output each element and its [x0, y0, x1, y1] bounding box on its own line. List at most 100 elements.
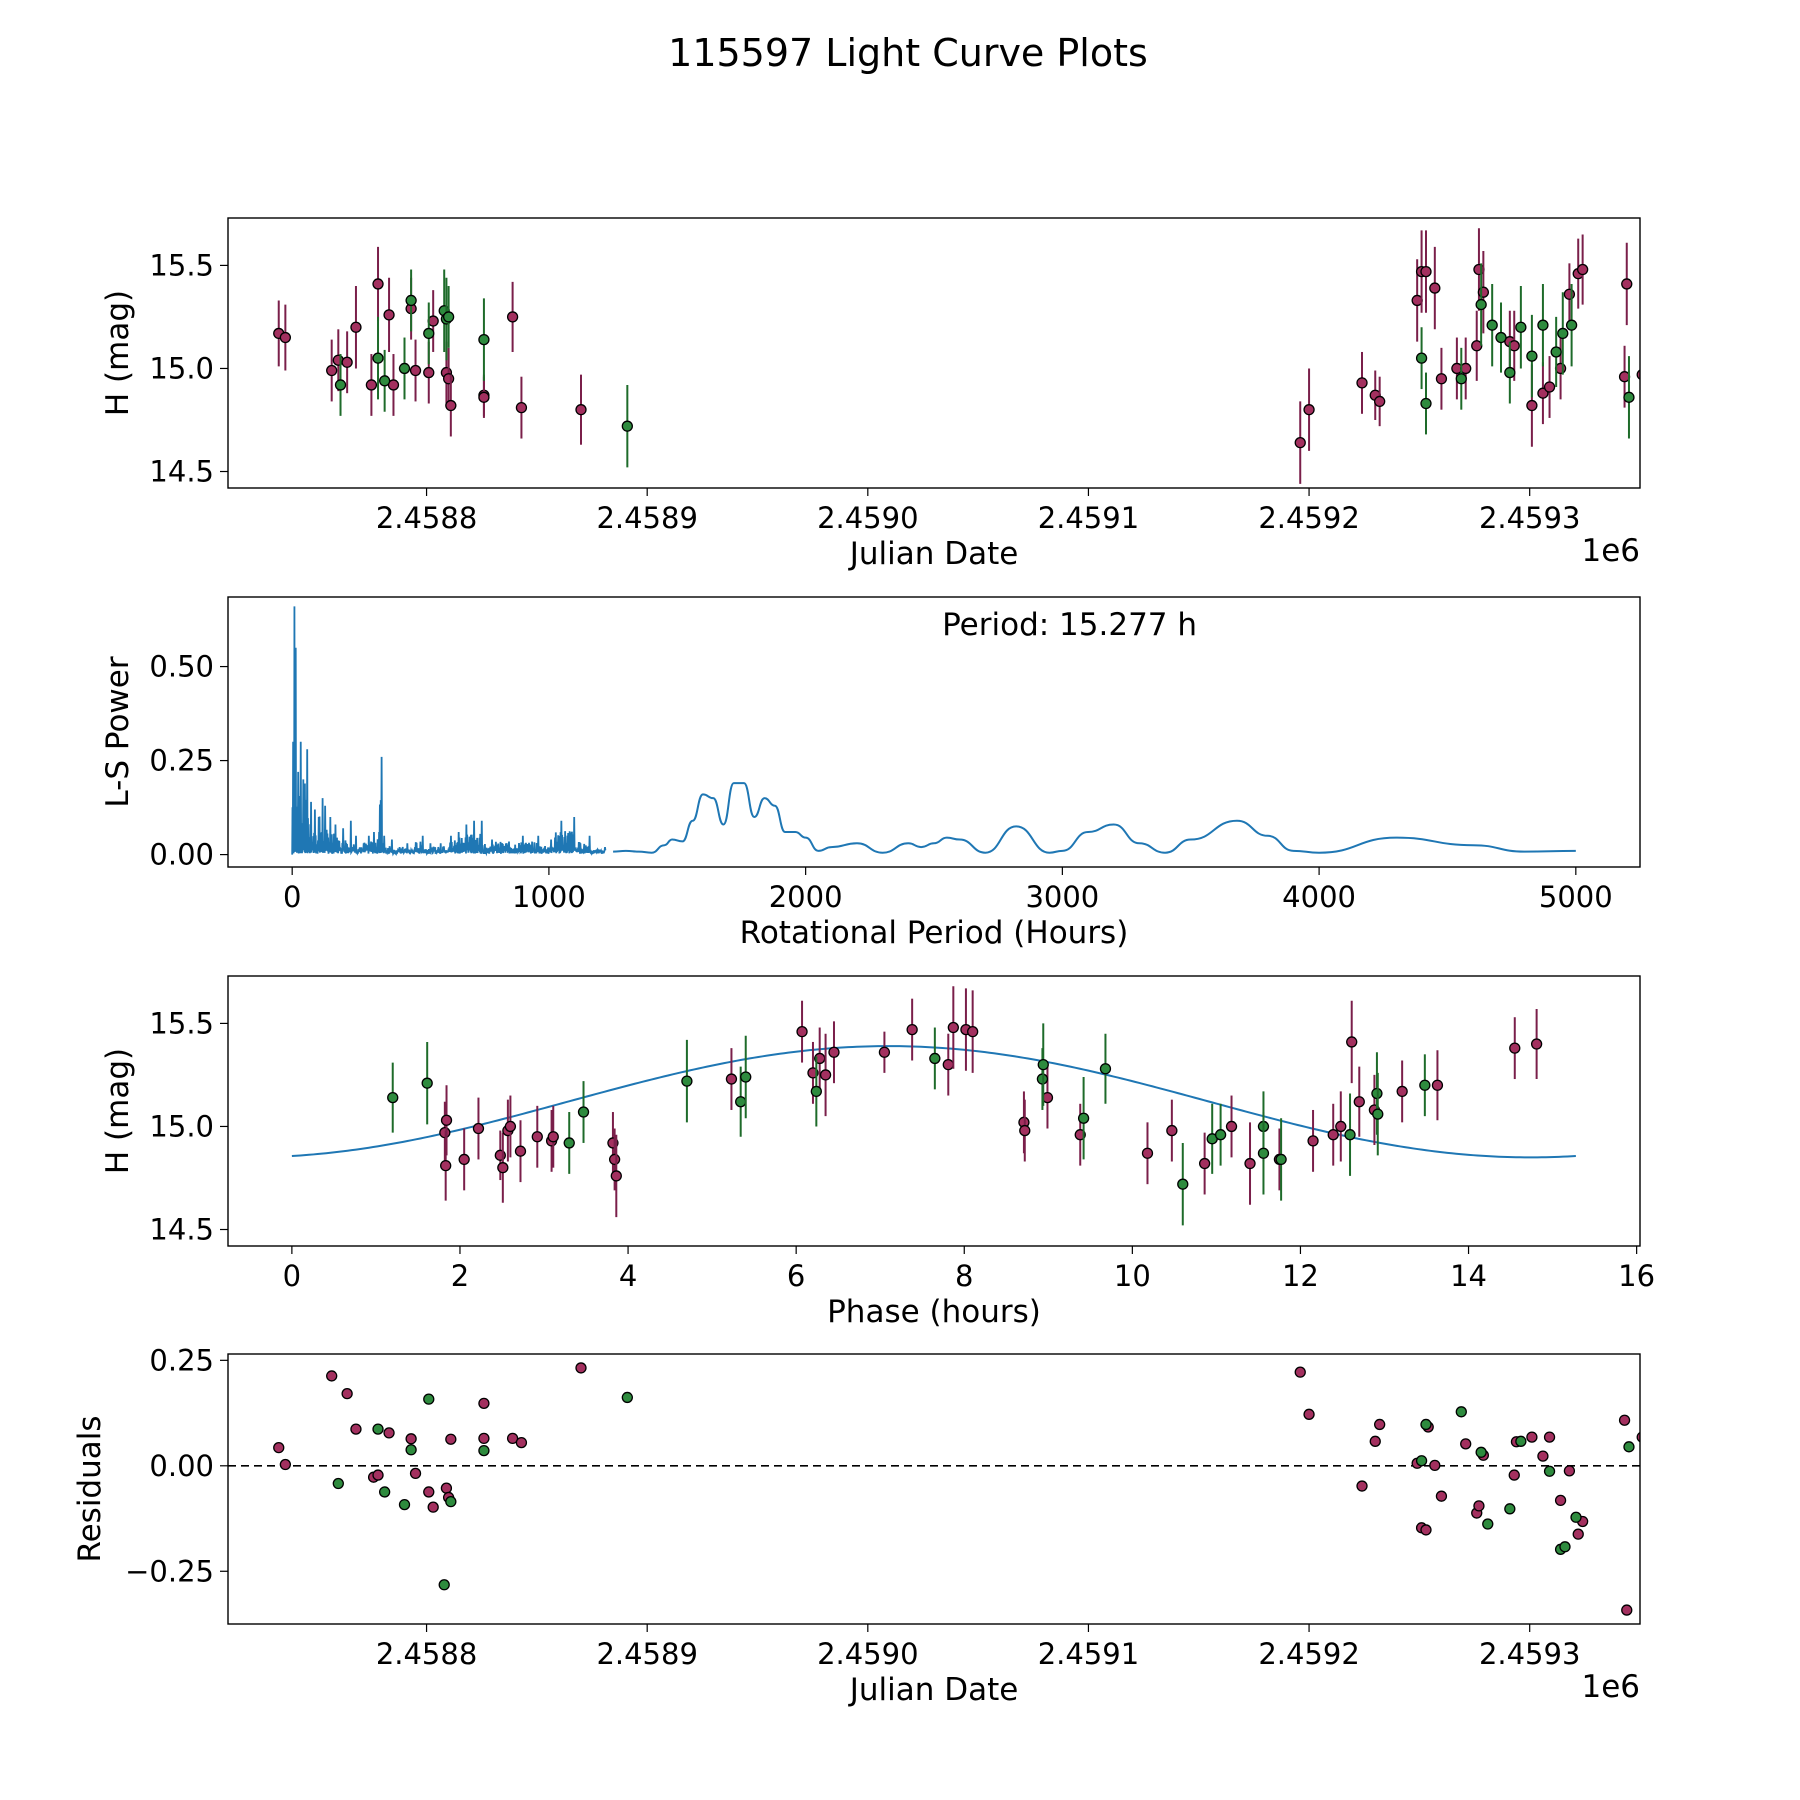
residual-point-red	[1537, 1450, 1549, 1462]
residual-point-red	[273, 1442, 285, 1454]
y-tick-label: 15.0	[149, 1109, 214, 1143]
data-point-green	[577, 1106, 590, 1118]
data-point-green	[929, 1052, 941, 1065]
residual-point-red	[383, 1427, 395, 1439]
residual-point-green	[378, 1486, 391, 1498]
y-tick-label: 14.5	[149, 1213, 214, 1247]
data-point-red	[1526, 399, 1538, 412]
residual-point-red	[1435, 1490, 1448, 1502]
data-point-green	[387, 1091, 399, 1104]
data-point-green	[1455, 373, 1467, 385]
x-tick-label: 6	[787, 1259, 805, 1293]
residual-point-green	[423, 1393, 435, 1405]
residual-point-red	[478, 1397, 490, 1410]
data-point-red	[967, 1025, 979, 1038]
x-tick-label: 2.4589	[596, 501, 697, 535]
data-point-red	[575, 404, 587, 416]
data-point-red	[725, 1073, 738, 1085]
periodogram-smooth	[613, 782, 1576, 854]
data-point-red	[1294, 437, 1306, 449]
lightcurve-frame	[227, 217, 1641, 489]
residual-point-green	[332, 1477, 344, 1490]
residual-point-red	[341, 1388, 353, 1400]
residual-point-green	[1455, 1406, 1467, 1418]
data-point-green	[681, 1075, 693, 1087]
residual-point-green	[1482, 1518, 1494, 1530]
data-point-green	[1372, 1108, 1384, 1120]
x-tick-label: 2.4589	[596, 1637, 697, 1671]
residual-point-red	[1303, 1408, 1315, 1420]
x-tick-label: 2.4591	[1038, 501, 1139, 535]
residual-point-red	[1636, 1431, 1640, 1443]
data-point-green	[1419, 1079, 1431, 1091]
data-point-red	[279, 331, 292, 344]
data-point-red	[1621, 278, 1633, 290]
y-tick-label: 0.25	[149, 1343, 214, 1377]
x-tick-label: 0	[283, 1259, 301, 1293]
residual-point-red	[1508, 1469, 1520, 1481]
residual-point-red	[1554, 1494, 1567, 1507]
x-tick-label: 16	[1618, 1259, 1655, 1293]
data-point-red	[1303, 404, 1315, 416]
x-tick-label: 10	[1114, 1259, 1151, 1293]
data-point-green	[1275, 1153, 1287, 1166]
y-tick-label: 14.5	[149, 455, 214, 489]
data-point-red	[1356, 377, 1368, 389]
residual-point-red	[427, 1501, 439, 1513]
x-tick-label: 2	[451, 1259, 469, 1293]
residual-point-red	[478, 1432, 490, 1445]
x-offset-text: 1e6	[1581, 533, 1640, 569]
data-point-green	[1415, 352, 1428, 364]
residual-point-red	[440, 1482, 453, 1494]
data-point-red	[1327, 1129, 1339, 1141]
data-point-green	[1475, 298, 1487, 311]
data-point-red	[1530, 1038, 1543, 1050]
data-point-green	[735, 1096, 747, 1108]
residual-point-green	[621, 1391, 633, 1404]
data-point-red	[506, 311, 519, 323]
data-point-green	[1214, 1129, 1227, 1141]
x-tick-label: 2.4591	[1038, 1637, 1139, 1671]
x-tick-label: 0	[283, 880, 301, 914]
data-point-red	[1396, 1085, 1408, 1098]
data-point-red	[610, 1170, 622, 1182]
data-point-green	[334, 379, 347, 391]
data-point-red	[1335, 1120, 1347, 1133]
residual-point-green	[1504, 1503, 1516, 1515]
data-point-red	[942, 1058, 954, 1071]
data-point-green	[740, 1071, 752, 1083]
residual-point-red	[445, 1433, 457, 1445]
data-point-red	[326, 364, 338, 377]
data-point-red	[547, 1131, 559, 1143]
data-point-green	[621, 420, 633, 432]
residual-point-red	[1572, 1528, 1584, 1540]
residual-point-green	[405, 1444, 417, 1456]
data-point-green	[1257, 1147, 1270, 1159]
residual-point-green	[1559, 1541, 1571, 1553]
data-point-red	[458, 1153, 470, 1166]
data-point-red	[1307, 1135, 1319, 1147]
x-tick-label: 5000	[1539, 880, 1613, 914]
residual-point-red	[1621, 1604, 1633, 1616]
data-point-green	[405, 294, 417, 307]
data-point-red	[440, 1159, 452, 1172]
data-point-red	[1019, 1124, 1031, 1137]
data-point-red	[796, 1025, 808, 1038]
data-point-green	[478, 333, 490, 346]
data-point-red	[445, 399, 457, 412]
data-point-red	[1225, 1120, 1238, 1133]
residual-point-red	[1374, 1418, 1386, 1431]
data-point-red	[608, 1153, 621, 1166]
x-tick-label: 14	[1450, 1259, 1487, 1293]
data-point-red	[497, 1162, 509, 1174]
residual-point-red	[279, 1458, 292, 1471]
data-point-green	[398, 362, 411, 375]
data-point-green	[1077, 1112, 1090, 1124]
data-point-red	[906, 1023, 918, 1036]
residual-point-green	[1415, 1455, 1428, 1467]
y-tick-label: 0.00	[149, 1449, 214, 1483]
lightcurve-panel: 2.4588 2.4589 2.4590 2.4591 2.4592 2.4593 14.5…	[100, 217, 1641, 572]
data-point-green	[1526, 350, 1538, 362]
data-point-red	[1353, 1096, 1365, 1108]
periodogram-frame	[227, 596, 1641, 868]
